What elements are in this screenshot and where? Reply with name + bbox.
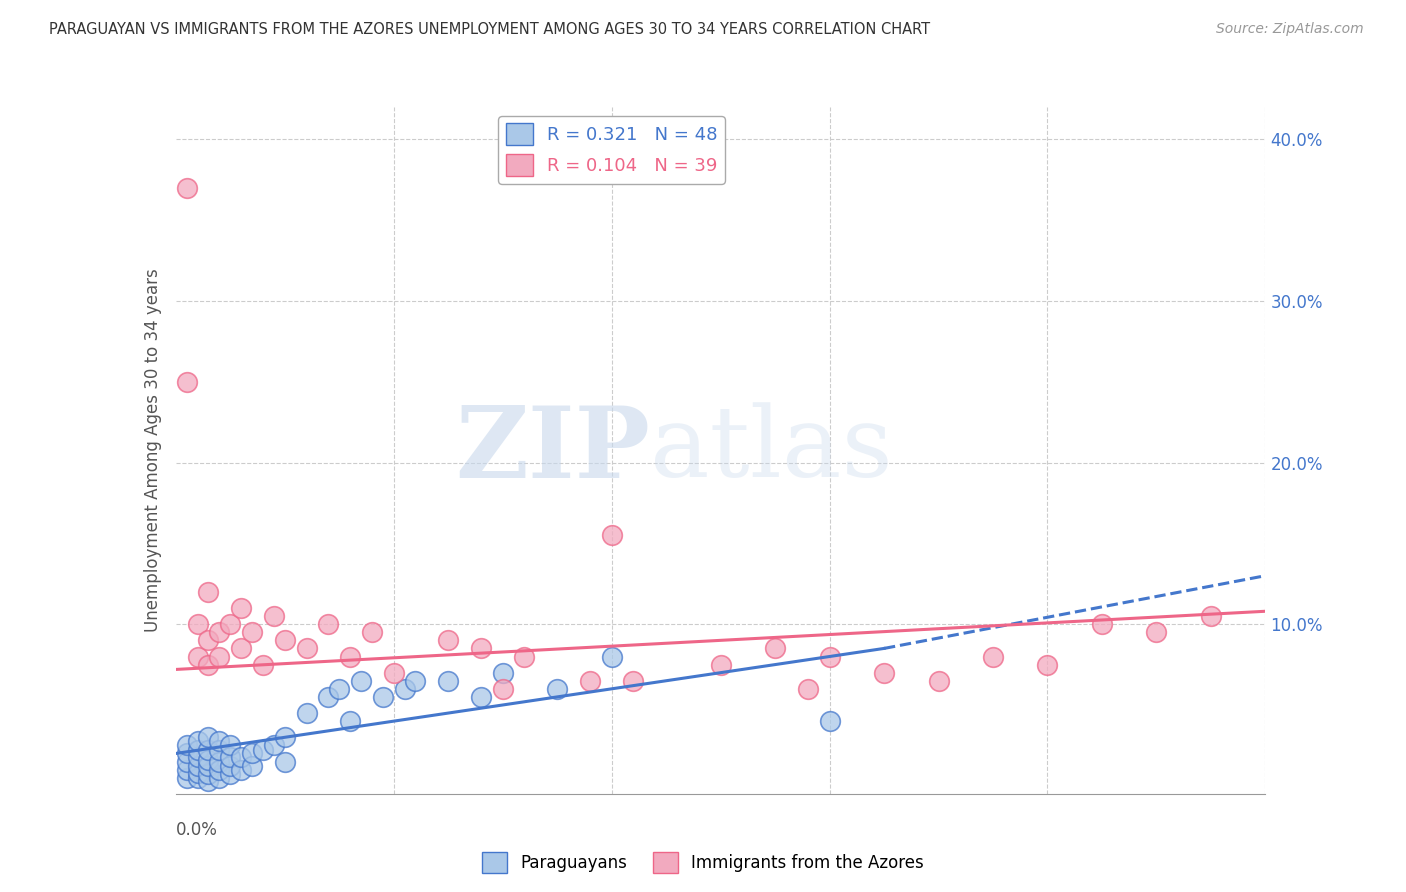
Text: atlas: atlas [650, 402, 893, 499]
Y-axis label: Unemployment Among Ages 30 to 34 years: Unemployment Among Ages 30 to 34 years [143, 268, 162, 632]
Point [197, 731, 219, 745]
Point [208, 755, 231, 769]
Point [339, 714, 361, 728]
Point [470, 690, 492, 704]
Point [274, 755, 297, 769]
Point [197, 767, 219, 781]
Point [208, 625, 231, 640]
Point [240, 759, 263, 773]
Point [186, 743, 209, 757]
Point [437, 633, 460, 648]
Point [231, 749, 253, 764]
Point [394, 681, 416, 696]
Point [208, 649, 231, 664]
Point [219, 739, 242, 753]
Point [318, 690, 340, 704]
Point [492, 681, 515, 696]
Point [546, 681, 568, 696]
Point [763, 641, 786, 656]
Point [231, 763, 253, 777]
Point [1036, 657, 1059, 672]
Point [176, 739, 198, 753]
Point [274, 731, 297, 745]
Point [981, 649, 1004, 664]
Point [470, 641, 492, 656]
Point [600, 649, 623, 664]
Point [186, 617, 209, 632]
Point [208, 771, 231, 785]
Point [382, 665, 405, 680]
Point [208, 763, 231, 777]
Point [513, 649, 536, 664]
Point [621, 673, 644, 688]
Point [405, 673, 427, 688]
Point [186, 733, 209, 747]
Text: ZIP: ZIP [456, 402, 650, 499]
Point [197, 633, 219, 648]
Point [197, 743, 219, 757]
Legend: Paraguayans, Immigrants from the Azores: Paraguayans, Immigrants from the Azores [475, 846, 931, 880]
Point [186, 749, 209, 764]
Point [263, 609, 285, 624]
Point [1199, 609, 1222, 624]
Point [176, 755, 198, 769]
Point [231, 601, 253, 615]
Point [492, 665, 515, 680]
Text: 0.0%: 0.0% [176, 822, 218, 839]
Point [1144, 625, 1167, 640]
Point [208, 733, 231, 747]
Point [186, 765, 209, 780]
Point [208, 743, 231, 757]
Point [1091, 617, 1114, 632]
Point [263, 739, 285, 753]
Point [274, 633, 297, 648]
Point [797, 681, 820, 696]
Legend: R = 0.321   N = 48, R = 0.104   N = 39: R = 0.321 N = 48, R = 0.104 N = 39 [498, 116, 725, 184]
Text: Source: ZipAtlas.com: Source: ZipAtlas.com [1216, 22, 1364, 37]
Point [186, 771, 209, 785]
Point [186, 759, 209, 773]
Point [176, 181, 198, 195]
Point [350, 673, 373, 688]
Point [295, 641, 318, 656]
Point [219, 767, 242, 781]
Point [186, 649, 209, 664]
Point [371, 690, 394, 704]
Point [197, 585, 219, 599]
Point [197, 657, 219, 672]
Point [328, 681, 350, 696]
Point [928, 673, 950, 688]
Point [818, 649, 841, 664]
Point [197, 753, 219, 767]
Point [240, 625, 263, 640]
Point [219, 759, 242, 773]
Point [231, 641, 253, 656]
Point [339, 649, 361, 664]
Point [600, 528, 623, 542]
Text: PARAGUAYAN VS IMMIGRANTS FROM THE AZORES UNEMPLOYMENT AMONG AGES 30 TO 34 YEARS : PARAGUAYAN VS IMMIGRANTS FROM THE AZORES… [49, 22, 931, 37]
Point [710, 657, 733, 672]
Point [579, 673, 602, 688]
Point [240, 747, 263, 761]
Point [873, 665, 896, 680]
Point [219, 617, 242, 632]
Point [818, 714, 841, 728]
Point [176, 747, 198, 761]
Point [252, 657, 274, 672]
Point [252, 743, 274, 757]
Point [197, 759, 219, 773]
Point [219, 749, 242, 764]
Point [176, 771, 198, 785]
Point [176, 763, 198, 777]
Point [318, 617, 340, 632]
Point [437, 673, 460, 688]
Point [197, 774, 219, 789]
Point [176, 375, 198, 389]
Point [360, 625, 382, 640]
Point [295, 706, 318, 720]
